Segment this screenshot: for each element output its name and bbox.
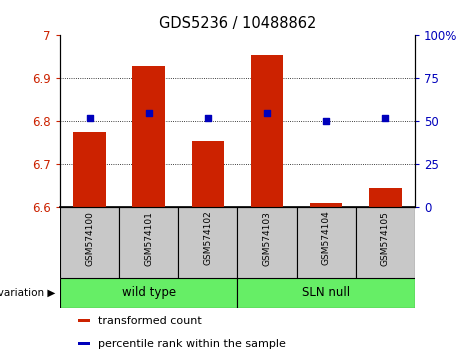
Point xyxy=(263,110,271,115)
Bar xyxy=(77,343,90,345)
Bar xyxy=(237,278,415,308)
Bar xyxy=(132,66,165,207)
Bar xyxy=(60,207,119,278)
Bar xyxy=(73,132,106,207)
Text: percentile rank within the sample: percentile rank within the sample xyxy=(98,339,285,349)
Point xyxy=(322,119,330,124)
Bar xyxy=(237,207,296,278)
Text: GSM574100: GSM574100 xyxy=(85,211,94,266)
Text: genotype/variation ▶: genotype/variation ▶ xyxy=(0,288,55,298)
Text: wild type: wild type xyxy=(122,286,176,299)
Bar xyxy=(310,203,343,207)
Text: GSM574105: GSM574105 xyxy=(381,211,390,266)
Text: GSM574102: GSM574102 xyxy=(203,211,213,266)
Text: transformed count: transformed count xyxy=(98,316,201,326)
Text: GSM574103: GSM574103 xyxy=(262,211,272,266)
Text: GSM574101: GSM574101 xyxy=(144,211,153,266)
Point xyxy=(145,110,152,115)
Bar xyxy=(119,207,178,278)
Bar xyxy=(356,207,415,278)
Bar xyxy=(178,207,237,278)
Text: GSM574104: GSM574104 xyxy=(322,211,331,266)
Point xyxy=(204,115,212,121)
Bar xyxy=(251,55,283,207)
Text: SLN null: SLN null xyxy=(302,286,350,299)
Bar xyxy=(369,188,402,207)
Point xyxy=(382,115,389,121)
Bar xyxy=(296,207,356,278)
Title: GDS5236 / 10488862: GDS5236 / 10488862 xyxy=(159,16,316,32)
Bar xyxy=(60,278,237,308)
Point xyxy=(86,115,93,121)
Bar xyxy=(77,319,90,322)
Bar xyxy=(192,141,224,207)
